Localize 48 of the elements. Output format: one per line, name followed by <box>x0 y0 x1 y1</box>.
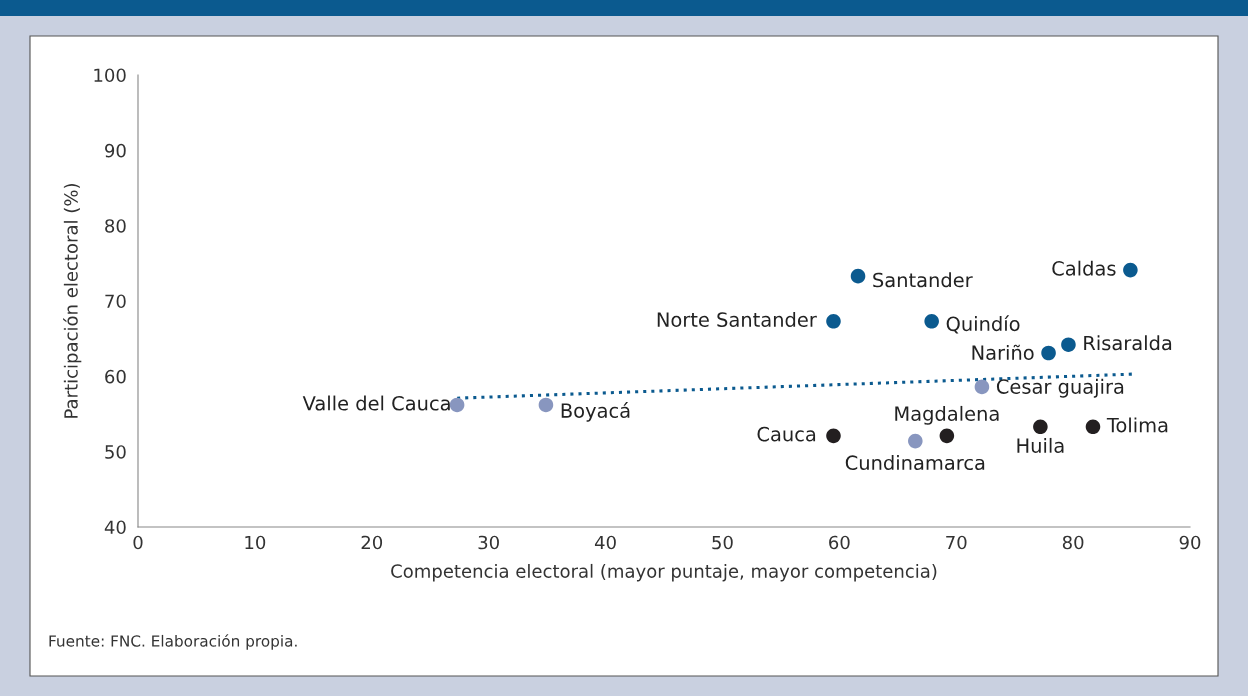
point <box>1041 345 1056 361</box>
annotation: Valle del Cauca <box>302 395 450 411</box>
x-tick-label: 20 <box>361 535 383 550</box>
annotation: Quindío <box>946 315 1020 334</box>
x-tick-label: 80 <box>1062 535 1084 550</box>
y-tick-label: 90 <box>105 143 126 158</box>
annotation: Caldas <box>1052 260 1116 276</box>
source-note: Fuente: FNC. Elaboración propia. <box>49 634 297 650</box>
point <box>908 433 923 449</box>
x-tick-label: 0 <box>133 535 143 550</box>
x-tick-label: 40 <box>594 535 616 550</box>
x-tick-label: 70 <box>946 535 967 550</box>
y-tick-label: 70 <box>105 294 126 309</box>
point <box>1085 419 1101 435</box>
point <box>826 314 841 329</box>
point <box>924 314 939 329</box>
point <box>826 428 841 444</box>
y-axis-title: Participación electoral (%) <box>63 184 82 418</box>
point <box>850 268 866 284</box>
point <box>939 428 955 444</box>
annotation: Cesar guajira <box>996 378 1124 398</box>
y-tick-label: 60 <box>105 369 126 384</box>
annotation: Risaralda <box>1084 335 1172 351</box>
annotation: Tolima <box>1106 417 1168 433</box>
annotation: Cundinamarca <box>845 455 985 471</box>
y-tick-label: 100 <box>94 68 126 83</box>
annotation: Nariño <box>972 344 1034 361</box>
point <box>449 397 465 413</box>
annotation: Huila <box>1017 437 1064 453</box>
y-tick-label: 40 <box>104 520 126 535</box>
x-tick-label: 90 <box>1179 535 1201 550</box>
x-tick-label: 30 <box>478 535 499 550</box>
annotation: Santander <box>873 272 973 288</box>
annotation: Boyacá <box>561 402 630 422</box>
x-tick-label: 50 <box>712 535 733 550</box>
point <box>1061 337 1076 352</box>
annotation: Cauca <box>757 426 816 442</box>
y-tick-label: 80 <box>105 219 126 233</box>
annotation: Magdalena <box>895 405 999 425</box>
annotation: Norte Santander <box>657 311 817 327</box>
x-axis-title: Competencia electoral (mayor puntaje, mayor competencia) <box>391 563 937 582</box>
x-tick-label: 10 <box>245 535 266 550</box>
point <box>538 397 554 413</box>
point <box>1033 419 1048 435</box>
point <box>1123 262 1138 278</box>
x-tick-label: 60 <box>829 535 850 550</box>
y-tick-label: 50 <box>105 445 126 459</box>
point <box>974 379 990 395</box>
